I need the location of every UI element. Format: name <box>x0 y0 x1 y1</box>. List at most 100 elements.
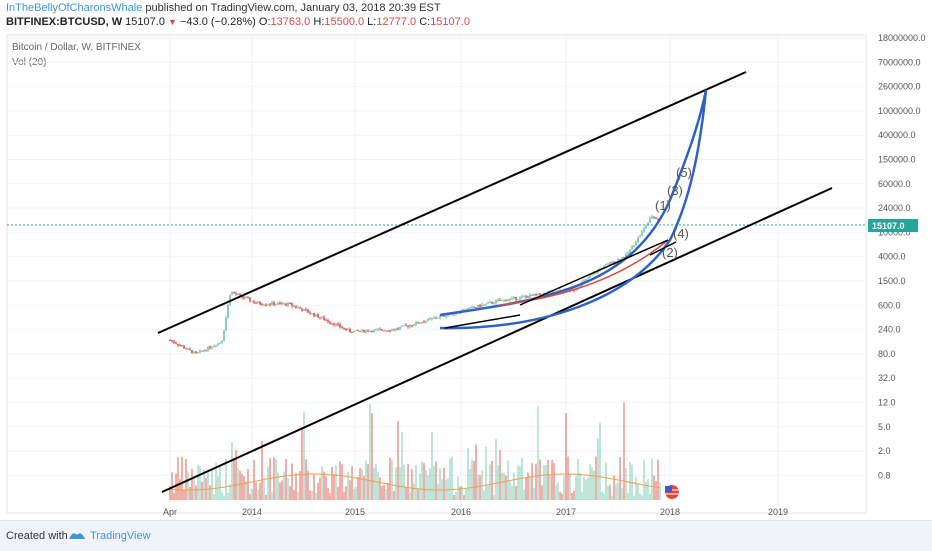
volume-bar <box>241 473 243 500</box>
volume-bar <box>173 492 175 500</box>
candle-body <box>603 265 605 269</box>
wave-label-5: (5) <box>676 165 692 180</box>
volume-bar <box>211 469 213 500</box>
candle-body <box>341 327 343 329</box>
volume-bar <box>313 474 315 500</box>
candle-body <box>201 350 203 352</box>
x-tick-label: 2017 <box>556 507 576 517</box>
candle-body <box>415 322 417 325</box>
volume-bar <box>609 484 611 500</box>
volume-bar <box>175 473 177 500</box>
volume-bar <box>651 458 653 500</box>
volume-bar <box>585 479 587 500</box>
volume-bar <box>263 480 265 500</box>
volume-bar <box>521 457 523 500</box>
candle-body <box>405 325 407 327</box>
author-link[interactable]: InTheBellyOfCharonsWhale <box>6 2 143 14</box>
candle-body <box>249 298 251 302</box>
candle-body <box>475 307 477 309</box>
volume-bar <box>285 459 287 500</box>
tradingview-brand-link[interactable]: TradingView <box>90 530 151 542</box>
candle-body <box>225 317 227 331</box>
candle-body <box>253 301 255 304</box>
candle-body <box>177 343 179 346</box>
volume-bar <box>653 475 655 500</box>
candle-body <box>389 330 391 332</box>
candle-body <box>203 350 205 352</box>
volume-bar <box>471 459 473 500</box>
volume-bar <box>193 476 195 500</box>
candle-body <box>609 263 611 265</box>
published-text: published on TradingView.com, January 03… <box>142 2 441 14</box>
volume-bar <box>423 462 425 500</box>
tradingview-logo-icon <box>69 533 85 539</box>
candle-body <box>613 261 615 263</box>
candle-body <box>297 307 299 309</box>
volume-bar <box>235 450 237 500</box>
volume-bar <box>635 477 637 500</box>
y-tick-label: 1000000.0 <box>878 106 921 116</box>
volume-bar <box>197 465 199 500</box>
candle-body <box>477 304 479 308</box>
volume-bar <box>443 467 445 500</box>
volume-bar <box>203 469 205 500</box>
candle-body <box>617 259 619 262</box>
candle-body <box>317 314 319 318</box>
volume-bar <box>377 472 379 500</box>
us-flag-icon <box>665 485 679 499</box>
candle-body <box>419 322 421 324</box>
x-tick-label: 2018 <box>660 507 680 517</box>
candle-body <box>479 304 481 307</box>
volume-bar <box>281 480 283 500</box>
chart-canvas[interactable]: Bitcoin / Dollar, W, BITFINEX Vol (20) (… <box>0 0 932 520</box>
volume-bar <box>645 482 647 500</box>
last-price: 15107.0 <box>125 16 165 28</box>
volume-bar <box>431 432 433 500</box>
candle-body <box>365 330 367 333</box>
volume-bar <box>475 444 477 500</box>
candle-body <box>221 340 223 343</box>
y-tick-label: 60000.0 <box>878 179 911 189</box>
volume-bar <box>583 476 585 500</box>
open-label: O: <box>258 16 271 28</box>
volume-bar <box>587 477 589 500</box>
volume-bar <box>169 486 171 500</box>
volume-bar <box>455 492 457 500</box>
candle-body <box>349 329 351 332</box>
volume-bar <box>525 477 527 500</box>
volume-bar <box>329 493 331 500</box>
volume-bar <box>405 487 407 500</box>
volume-bar <box>539 459 541 500</box>
candle-body <box>651 216 653 219</box>
candle-body <box>515 297 517 300</box>
candle-body <box>445 316 447 318</box>
volume-bar <box>307 470 309 500</box>
candle-body <box>629 249 631 253</box>
candle-body <box>633 245 635 247</box>
volume-bar <box>373 467 375 500</box>
candle-body <box>353 330 355 333</box>
candle-body <box>639 235 641 238</box>
candle-body <box>179 345 181 347</box>
volume-bar <box>523 490 525 500</box>
candle-body <box>553 291 555 293</box>
candle-body <box>521 296 523 298</box>
candle-body <box>395 328 397 331</box>
down-arrow-icon: ▼ <box>168 17 177 27</box>
candle-body <box>271 302 273 305</box>
volume-bar <box>603 493 605 500</box>
candle-body <box>483 304 485 306</box>
close-label: C: <box>419 16 431 28</box>
volume-bar <box>485 446 487 500</box>
candle-body <box>209 346 211 349</box>
volume-bar <box>561 493 563 500</box>
candle-body <box>195 351 197 353</box>
volume-bar <box>319 477 321 500</box>
volume-bar <box>505 475 507 500</box>
volume-bar <box>171 472 173 500</box>
candle-body <box>197 352 199 354</box>
volume-bar <box>655 481 657 500</box>
candle-body <box>657 218 659 221</box>
candle-body <box>309 312 311 314</box>
candle-body <box>467 308 469 311</box>
